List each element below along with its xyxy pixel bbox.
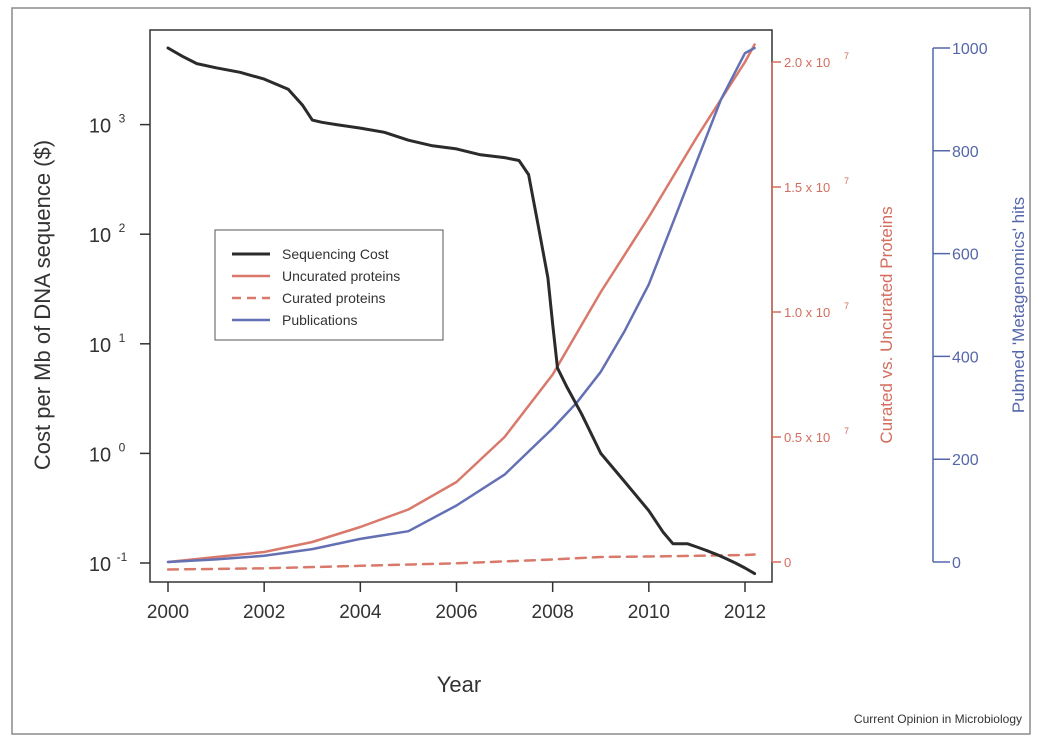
left-y-axis: 10 -1 10 0 10 1 10 2 10 3	[89, 112, 150, 576]
x-axis-title: Year	[437, 672, 481, 697]
right-y-axis-publications: 0 200 400 600 800 1000	[932, 41, 988, 572]
legend-box	[214, 229, 444, 341]
x-axis: 2000 2002 2004 2006 2008 2010 2012	[147, 582, 766, 623]
x-tick-label: 2006	[435, 602, 477, 623]
right-axis-2-tick-label: 0	[952, 555, 961, 572]
right-y-axis-proteins: 0 0.5 x 10 7 1.0 x 10 7 1.5 x 10 7 2.0 x 10 7	[771, 51, 849, 570]
right-axis-2-tick-label: 400	[952, 349, 979, 366]
left-tick-label: 10	[89, 225, 111, 247]
right-axis-1-tick-label: 1.5 x 10	[784, 180, 830, 195]
left-tick-exponent: 3	[119, 112, 126, 126]
right-axis-2-tick-label: 1000	[952, 41, 988, 58]
series-publications	[166, 46, 756, 564]
x-tick-label: 2004	[339, 602, 382, 623]
left-tick-label: 10	[89, 554, 111, 576]
right-axis-1-tick-exponent: 7	[844, 301, 849, 311]
x-tick-label: 2008	[532, 602, 574, 623]
right-axis-1-tick-exponent: 7	[844, 426, 849, 436]
series-sequencing-cost	[166, 46, 757, 576]
right-axis-1-tick-label: 0.5 x 10	[784, 430, 830, 445]
right-axis-2-tick-label: 800	[952, 144, 979, 161]
series-uncurated-proteins	[166, 43, 756, 564]
left-tick-label: 10	[89, 444, 111, 466]
left-tick-exponent: 1	[119, 331, 126, 345]
legend-label-uncurated: Uncurated proteins	[282, 268, 400, 284]
left-tick-label: 10	[89, 335, 111, 357]
right-axis-1-tick-exponent: 7	[844, 176, 849, 186]
x-tick-label: 2012	[724, 602, 766, 623]
legend: Sequencing Cost Uncurated proteins Curat…	[214, 229, 444, 341]
right-axis-2-title: Pubmed 'Metagenomics' hits	[1009, 197, 1028, 413]
legend-label-publications: Publications	[282, 312, 358, 328]
right-axis-1-tick-label: 0	[784, 555, 791, 570]
legend-label-sequencing: Sequencing Cost	[282, 246, 389, 262]
legend-label-curated: Curated proteins	[282, 290, 386, 306]
right-axis-2-tick-label: 200	[952, 452, 979, 469]
x-tick-label: 2002	[243, 602, 285, 623]
right-axis-1-tick-label: 2.0 x 10	[784, 55, 830, 70]
source-credit: Current Opinion in Microbiology	[854, 712, 1022, 726]
right-axis-1-tick-exponent: 7	[844, 51, 849, 61]
left-tick-label: 10	[89, 116, 111, 138]
right-axis-1-title: Curated vs. Uncurated Proteins	[877, 206, 896, 443]
left-axis-title: Cost per Mb of DNA sequence ($)	[30, 140, 55, 470]
figure-frame	[11, 7, 1031, 735]
x-tick-label: 2010	[628, 602, 670, 623]
right-axis-2-tick-label: 600	[952, 247, 979, 264]
series-layer	[166, 43, 757, 576]
x-tick-label: 2000	[147, 602, 189, 623]
left-tick-exponent: 0	[119, 440, 126, 454]
left-tick-exponent: 2	[119, 221, 126, 235]
left-tick-exponent: -1	[117, 550, 128, 564]
right-axis-1-tick-label: 1.0 x 10	[784, 305, 830, 320]
